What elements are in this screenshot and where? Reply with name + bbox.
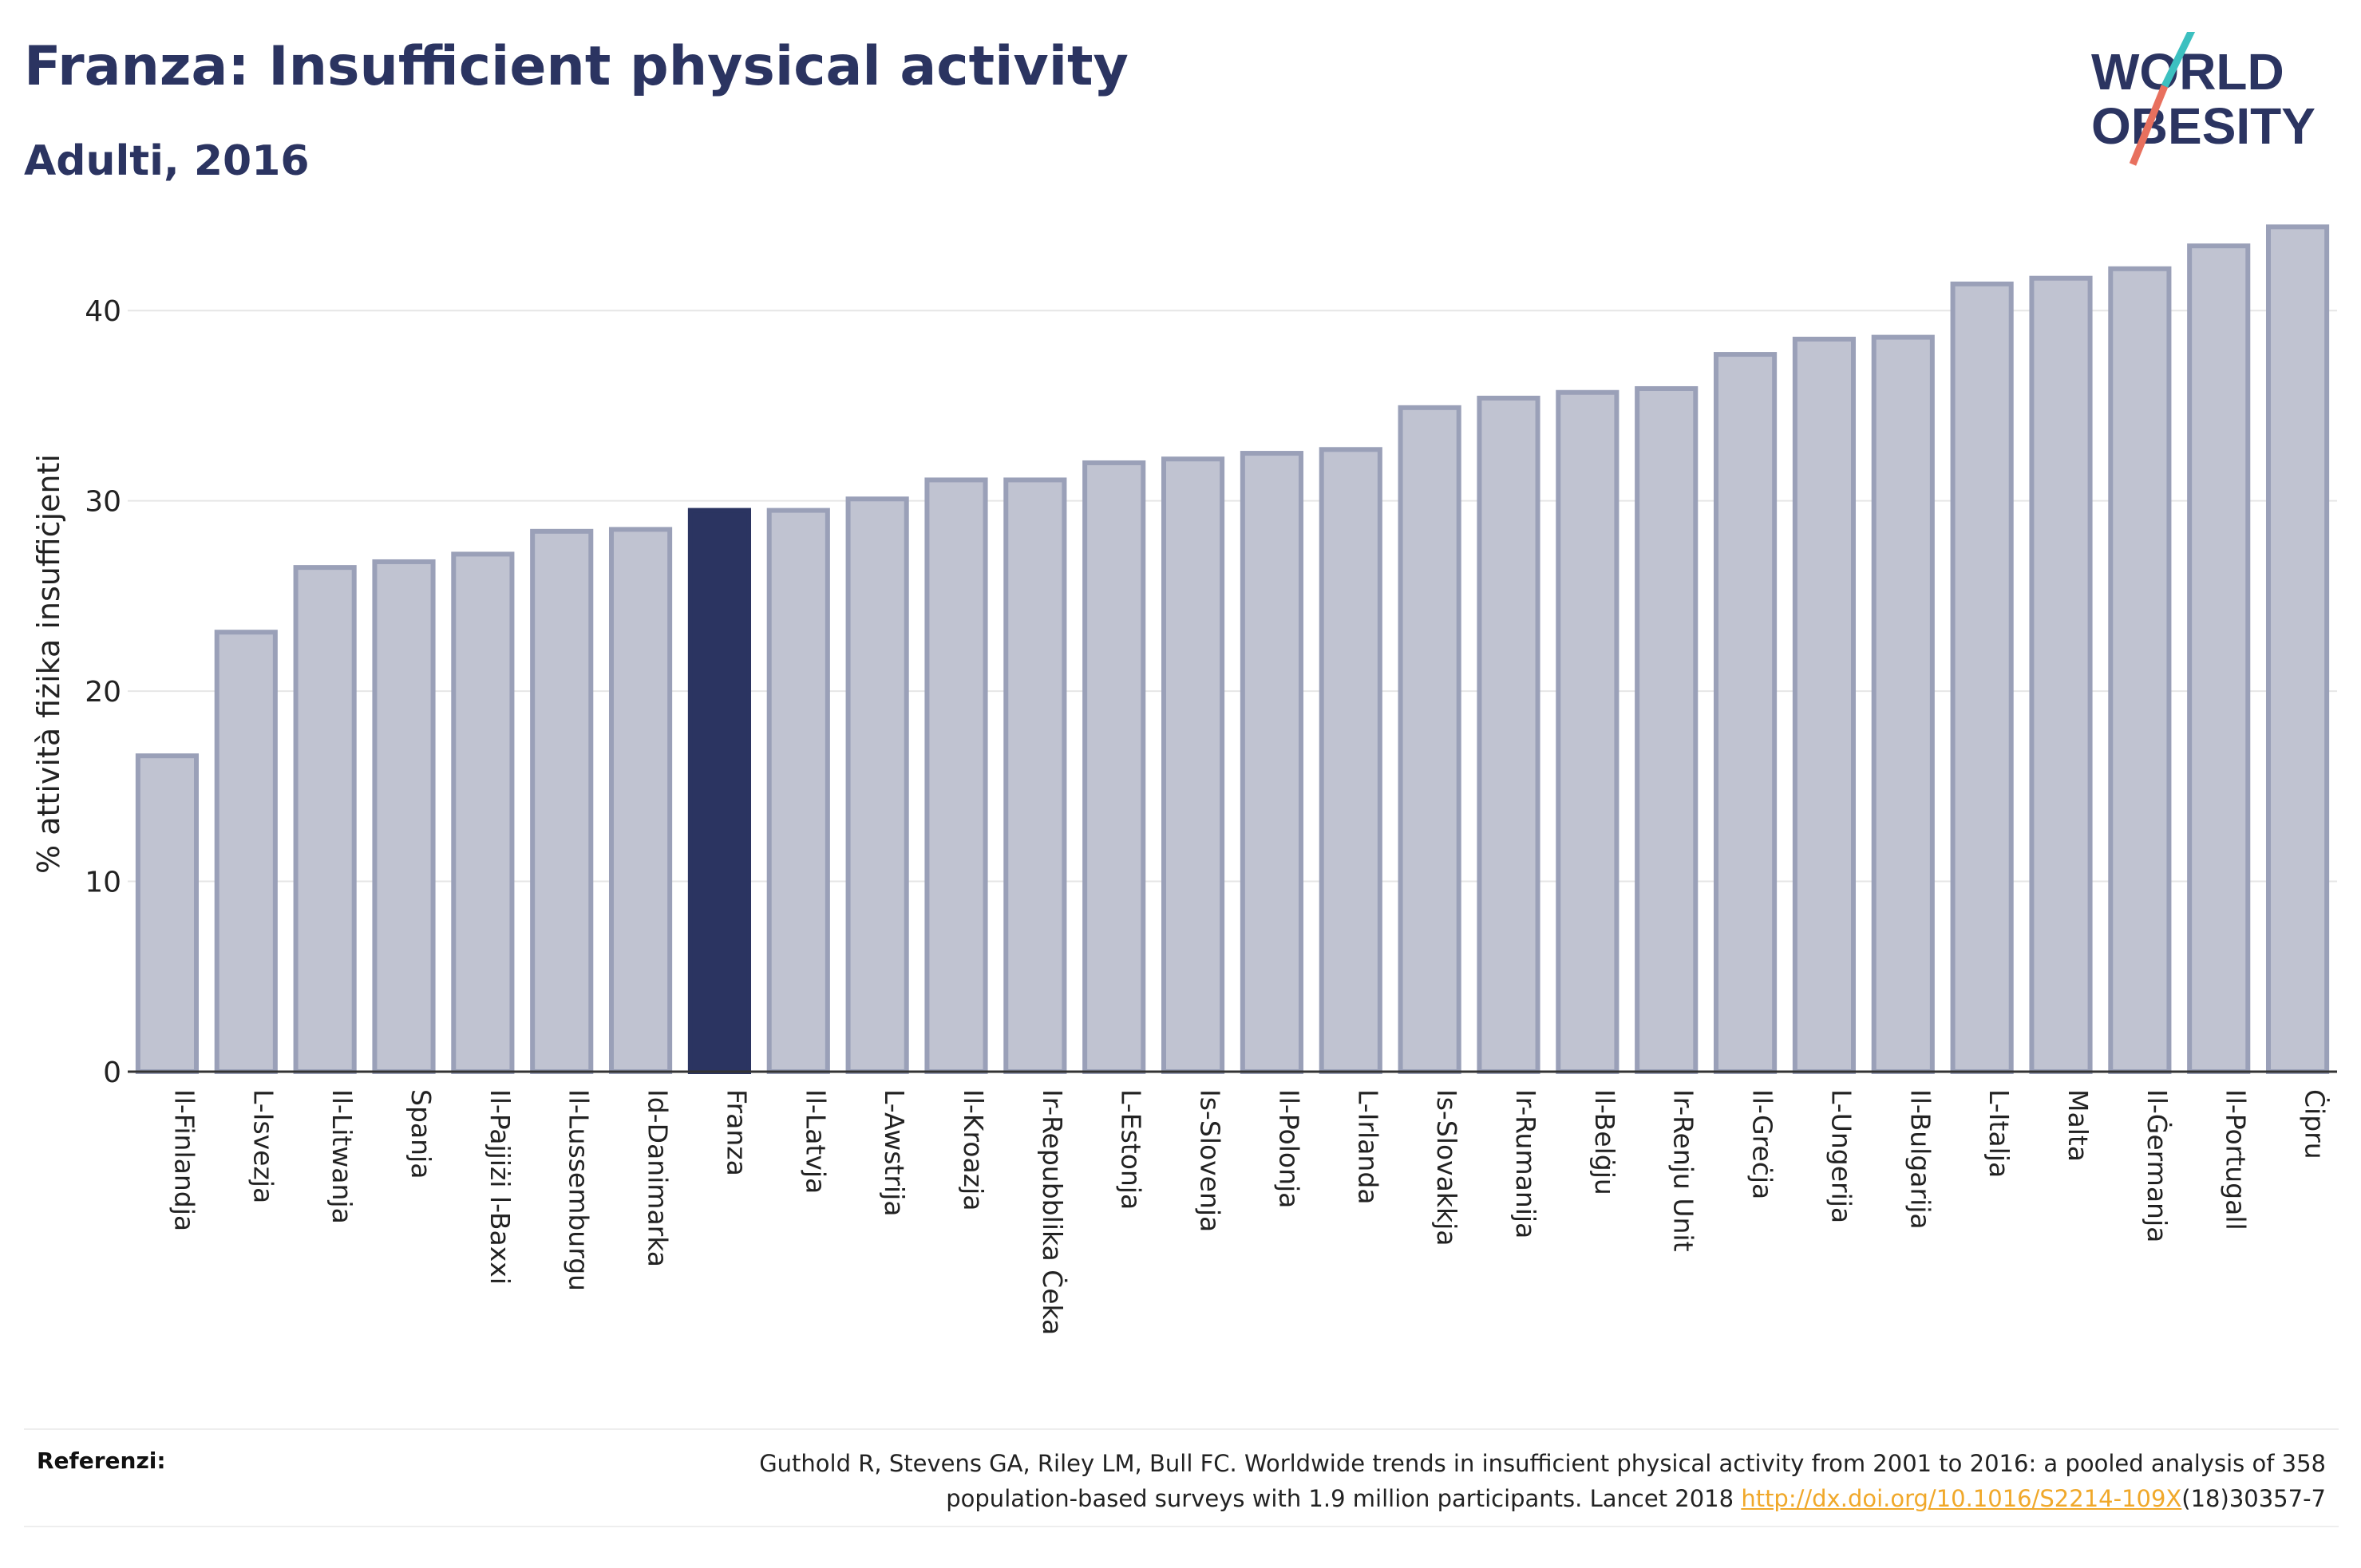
x-tick-label: Il-Finlandja — [168, 1089, 200, 1231]
x-tick-label: L-Estonja — [1116, 1089, 1147, 1210]
bar[interactable] — [2108, 266, 2172, 1074]
references-label: Referenzi: — [37, 1448, 166, 1474]
y-tick-label: 10 — [85, 867, 121, 899]
bar[interactable] — [1556, 389, 1619, 1074]
bar[interactable] — [135, 753, 200, 1075]
bar[interactable] — [1240, 451, 1304, 1074]
bar[interactable] — [1477, 395, 1540, 1074]
x-tick-label: Il-Pajjiżi l-Baxxi — [484, 1089, 516, 1285]
x-tick-label: Ir-Rumanija — [1510, 1089, 1541, 1238]
x-tick-label: Il-Litwanja — [326, 1089, 358, 1224]
y-tick-label: 20 — [85, 676, 121, 709]
bar[interactable] — [451, 551, 515, 1074]
bar[interactable] — [293, 565, 357, 1074]
x-tick-label: Il-Portugall — [2221, 1089, 2252, 1230]
bar[interactable] — [1635, 385, 1699, 1074]
x-tick-label: Il-Belġju — [1589, 1089, 1620, 1195]
bar[interactable] — [2265, 224, 2330, 1075]
references-text: Guthold R, Stevens GA, Riley LM, Bull FC… — [490, 1446, 2326, 1516]
bar[interactable] — [845, 496, 909, 1074]
x-tick-label: Il-Bulgarija — [1904, 1089, 1936, 1230]
reference-line-1: Guthold R, Stevens GA, Riley LM, Bull FC… — [759, 1450, 2326, 1477]
y-tick-label: 0 — [103, 1057, 121, 1089]
x-tick-label: Is-Slovenja — [1195, 1089, 1226, 1232]
x-tick-label: Il-Kroazja — [958, 1089, 989, 1211]
x-tick-label: L-Isvezja — [247, 1089, 279, 1203]
logo-text-obesity: OBESITY — [2091, 97, 2316, 155]
world-obesity-logo: WORLD OBESITY — [2091, 32, 2316, 166]
bar[interactable] — [1713, 352, 1778, 1074]
reference-line-2-prefix: population-based surveys with 1.9 millio… — [946, 1485, 1742, 1512]
bar[interactable] — [1398, 405, 1461, 1074]
bar[interactable] — [1871, 334, 1935, 1074]
bar-highlighted[interactable] — [687, 508, 752, 1074]
bar[interactable] — [530, 528, 594, 1074]
bar[interactable] — [1161, 456, 1225, 1074]
x-tick-label: Ir-Repubblika Ċeka — [1037, 1089, 1069, 1335]
reference-line-2: population-based surveys with 1.9 millio… — [490, 1481, 2326, 1516]
x-tick-label: Il-Ġermanja — [2142, 1089, 2173, 1242]
bar[interactable] — [1003, 477, 1067, 1074]
bar[interactable] — [2187, 243, 2251, 1074]
reference-doi-link[interactable]: http://dx.doi.org/10.1016/S2214-109X — [1741, 1485, 2182, 1512]
x-tick-label: Il-Polonja — [1273, 1089, 1304, 1208]
x-tick-label: Il-Lussemburgu — [564, 1089, 595, 1291]
bar[interactable] — [372, 559, 436, 1074]
bar[interactable] — [766, 508, 830, 1074]
x-tick-label: L-Italja — [1983, 1089, 2015, 1178]
x-tick-label: Ċipru — [2300, 1089, 2331, 1159]
x-tick-label: Il-Latvja — [800, 1089, 831, 1194]
bar[interactable] — [1950, 281, 2014, 1074]
bar[interactable] — [1082, 460, 1146, 1074]
logo-text-world: WORLD — [2091, 43, 2284, 101]
bar[interactable] — [1792, 336, 1857, 1074]
x-tick-label: Il-Greċja — [1747, 1089, 1778, 1199]
x-tick-label: L-Irlanda — [1352, 1089, 1383, 1205]
bar[interactable] — [214, 630, 278, 1074]
x-tick-label: L-Ungerija — [1825, 1089, 1857, 1223]
x-tick-label: Franza — [721, 1089, 752, 1176]
x-tick-label: Id-Danimarka — [643, 1089, 674, 1267]
reference-divider-top — [24, 1428, 2339, 1430]
x-tick-label: Ir-Renju Unit — [1668, 1089, 1699, 1252]
x-tick-label: Is-Slovakkja — [1431, 1089, 1462, 1246]
y-axis-label: % attività fiżika insuffiċjenti — [31, 454, 66, 874]
reference-line-2-suffix: (18)30357-7 — [2181, 1485, 2326, 1512]
bar[interactable] — [924, 477, 988, 1074]
logo-slash-teal — [2161, 32, 2196, 88]
x-tick-label: Malta — [2062, 1089, 2094, 1162]
bar[interactable] — [608, 527, 673, 1074]
x-tick-label: Spanja — [405, 1089, 437, 1179]
chart-subtitle: Adulti, 2016 — [24, 137, 310, 185]
logo-slash-coral — [2129, 85, 2169, 166]
bar[interactable] — [2029, 275, 2093, 1075]
bar-chart: 0 10 20 30 40 Il-Finlandja L-Isvezja Il-Litwan… — [31, 224, 2337, 1335]
y-tick-label: 40 — [85, 295, 121, 328]
y-tick-label: 30 — [85, 486, 121, 519]
bar[interactable] — [1319, 447, 1382, 1074]
chart-title: Franza: Insufficient physical activity — [24, 35, 1129, 98]
x-tick-label: L-Awstrija — [879, 1089, 910, 1216]
reference-divider-bottom — [24, 1526, 2339, 1527]
